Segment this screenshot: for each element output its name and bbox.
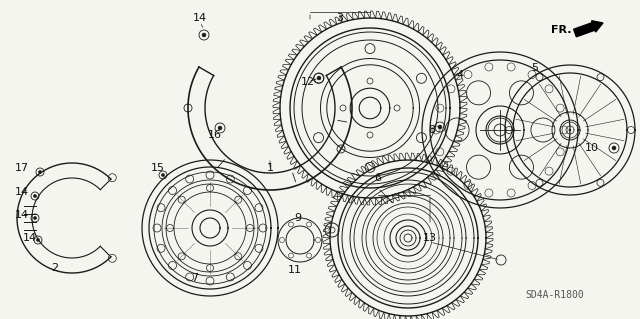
Circle shape — [38, 170, 42, 174]
Text: 3: 3 — [337, 13, 344, 23]
Text: 14: 14 — [15, 210, 29, 220]
Text: 5: 5 — [531, 63, 538, 73]
Circle shape — [33, 216, 36, 219]
Text: 9: 9 — [294, 213, 301, 223]
Circle shape — [161, 174, 164, 177]
Circle shape — [317, 76, 321, 80]
Circle shape — [438, 125, 442, 129]
Text: SD4A-R1800: SD4A-R1800 — [525, 290, 584, 300]
Text: 4: 4 — [456, 70, 463, 80]
Text: 14: 14 — [23, 233, 37, 243]
Circle shape — [202, 33, 206, 37]
Text: 10: 10 — [585, 143, 599, 153]
Text: 14: 14 — [15, 187, 29, 197]
Text: 14: 14 — [193, 13, 207, 23]
Circle shape — [33, 194, 36, 197]
Text: 15: 15 — [151, 163, 165, 173]
Text: 12: 12 — [301, 77, 315, 87]
Text: 8: 8 — [428, 125, 436, 135]
Text: 1: 1 — [266, 163, 273, 173]
Text: 16: 16 — [208, 130, 222, 140]
Text: FR.: FR. — [552, 25, 572, 35]
Circle shape — [218, 126, 222, 130]
Circle shape — [612, 146, 616, 150]
Text: 11: 11 — [288, 265, 302, 275]
Circle shape — [36, 238, 40, 241]
Text: 2: 2 — [51, 263, 59, 273]
Text: 13: 13 — [423, 233, 437, 243]
Text: 17: 17 — [15, 163, 29, 173]
Text: 7: 7 — [191, 273, 198, 283]
FancyArrow shape — [573, 21, 603, 37]
Text: 6: 6 — [374, 173, 381, 183]
